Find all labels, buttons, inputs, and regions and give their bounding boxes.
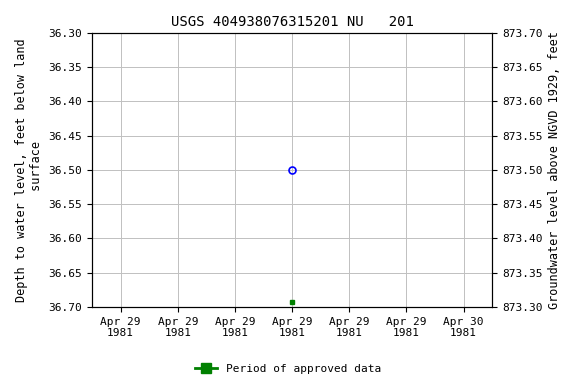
Y-axis label: Groundwater level above NGVD 1929, feet: Groundwater level above NGVD 1929, feet [548,31,561,309]
Title: USGS 404938076315201 NU   201: USGS 404938076315201 NU 201 [170,15,414,29]
Legend: Period of approved data: Period of approved data [191,359,385,379]
Y-axis label: Depth to water level, feet below land
 surface: Depth to water level, feet below land su… [15,38,43,302]
